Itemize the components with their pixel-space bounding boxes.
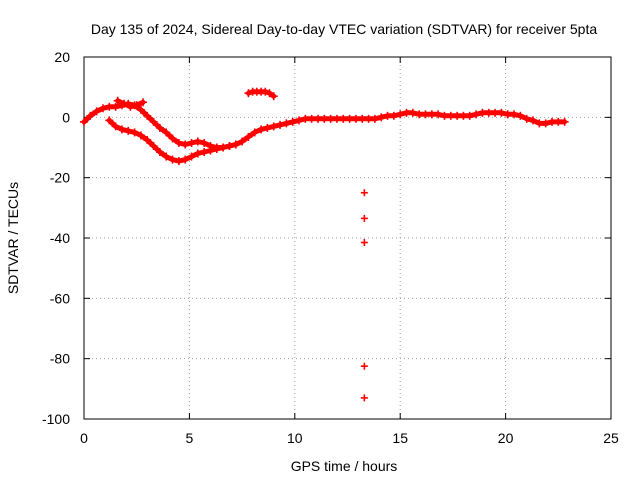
data-point-main-trace — [193, 137, 202, 146]
x-tick-label: 5 — [186, 430, 194, 446]
data-point-main-trace — [370, 114, 379, 123]
data-point-upper-segment — [120, 99, 129, 108]
chart-title: Day 135 of 2024, Sidereal Day-to-day VTE… — [91, 21, 598, 37]
data-point-main-trace — [276, 120, 285, 129]
data-point-lower-arc — [105, 116, 114, 125]
outlier-point — [360, 214, 368, 222]
data-point-main-trace — [98, 104, 107, 113]
data-point-main-trace — [288, 117, 297, 126]
x-axis: 0 5 10 15 20 25 — [80, 57, 619, 446]
data-point-main-trace — [257, 125, 266, 134]
data-point-main-trace — [497, 108, 506, 117]
data-points — [80, 87, 569, 402]
data-point-lower-arc — [143, 135, 152, 144]
data-point-main-trace — [143, 111, 152, 120]
data-point-short-arc — [244, 89, 253, 98]
data-point-main-trace — [408, 108, 417, 117]
data-point-lower-arc — [124, 126, 133, 135]
data-point-lower-arc — [162, 152, 171, 161]
data-point-main-trace — [187, 138, 196, 147]
data-point-lower-arc — [136, 131, 145, 140]
outlier-point — [360, 189, 368, 197]
data-point-main-trace — [282, 119, 291, 128]
data-point-main-trace — [168, 134, 177, 143]
data-point-main-trace — [174, 138, 183, 147]
data-point-main-trace — [155, 123, 164, 132]
x-tick-label: 20 — [498, 430, 514, 446]
data-point-lower-arc — [168, 155, 177, 164]
data-point-main-trace — [136, 105, 145, 114]
data-point-main-trace — [238, 137, 247, 146]
x-tick-label: 15 — [392, 430, 408, 446]
data-point-main-trace — [80, 117, 88, 126]
data-point-upper-segment — [139, 98, 148, 107]
data-point-lower-arc — [200, 148, 209, 157]
data-point-main-trace — [472, 110, 481, 119]
y-tick-label: -100 — [42, 411, 70, 427]
y-tick-label: -60 — [50, 290, 70, 306]
data-point-main-trace — [522, 114, 531, 123]
data-point-lower-arc — [206, 146, 215, 155]
data-point-lower-arc — [187, 152, 196, 161]
data-point-main-trace — [510, 110, 519, 119]
data-point-lower-arc — [174, 157, 183, 166]
data-point-main-trace — [250, 128, 259, 137]
data-point-lower-arc — [225, 141, 234, 150]
data-point-lower-arc — [117, 125, 126, 134]
y-tick-label: -40 — [50, 230, 70, 246]
data-point-lower-arc — [155, 148, 164, 157]
y-axis-label: SDTVAR / TECUs — [5, 182, 21, 294]
outlier-point — [360, 239, 368, 247]
x-axis-label: GPS time / hours — [291, 458, 398, 474]
data-point-lower-arc — [219, 143, 228, 152]
data-point-lower-arc — [181, 155, 190, 164]
data-point-lower-arc — [193, 149, 202, 158]
x-tick-label: 0 — [80, 430, 88, 446]
data-point-lower-arc — [212, 145, 221, 154]
data-point-main-trace — [269, 122, 278, 131]
data-point-main-trace — [389, 111, 398, 120]
x-tick-label: 25 — [603, 430, 619, 446]
data-point-upper-segment — [132, 101, 141, 110]
y-axis: 20 0 -20 -40 -60 -80 -100 — [42, 49, 611, 427]
data-point-short-arc — [261, 87, 270, 96]
y-tick-label: -80 — [50, 351, 70, 367]
data-point-lower-arc — [149, 141, 158, 150]
data-point-lower-arc — [111, 122, 120, 131]
data-point-main-trace — [149, 117, 158, 126]
x-tick-label: 10 — [287, 430, 303, 446]
data-point-main-trace — [92, 107, 101, 116]
data-point-main-trace — [244, 132, 253, 141]
data-point-main-trace — [465, 111, 474, 120]
data-point-short-arc — [265, 89, 274, 98]
data-point-main-trace — [181, 140, 190, 149]
data-point-lower-arc — [231, 140, 240, 149]
data-point-main-trace — [295, 116, 304, 125]
data-point-upper-segment — [113, 96, 122, 105]
y-tick-label: -20 — [50, 170, 70, 186]
data-point-lower-arc — [130, 128, 139, 137]
data-point-main-trace — [434, 110, 443, 119]
data-point-main-trace — [200, 138, 209, 147]
outlier-point — [360, 362, 368, 370]
data-point-main-trace — [529, 116, 538, 125]
data-point-main-trace — [516, 111, 525, 120]
y-tick-label: 0 — [62, 109, 70, 125]
data-point-main-trace — [560, 117, 569, 126]
data-point-main-trace — [111, 102, 120, 111]
outlier-point — [360, 394, 368, 402]
data-point-main-trace — [86, 111, 95, 120]
data-point-main-trace — [263, 123, 272, 132]
data-point-upper-segment — [126, 102, 135, 111]
data-point-main-trace — [396, 110, 405, 119]
data-point-main-trace — [162, 128, 171, 137]
data-point-main-trace — [541, 119, 550, 128]
data-point-short-arc — [269, 92, 278, 101]
data-point-main-trace — [377, 113, 386, 122]
y-tick-label: 20 — [54, 49, 70, 65]
